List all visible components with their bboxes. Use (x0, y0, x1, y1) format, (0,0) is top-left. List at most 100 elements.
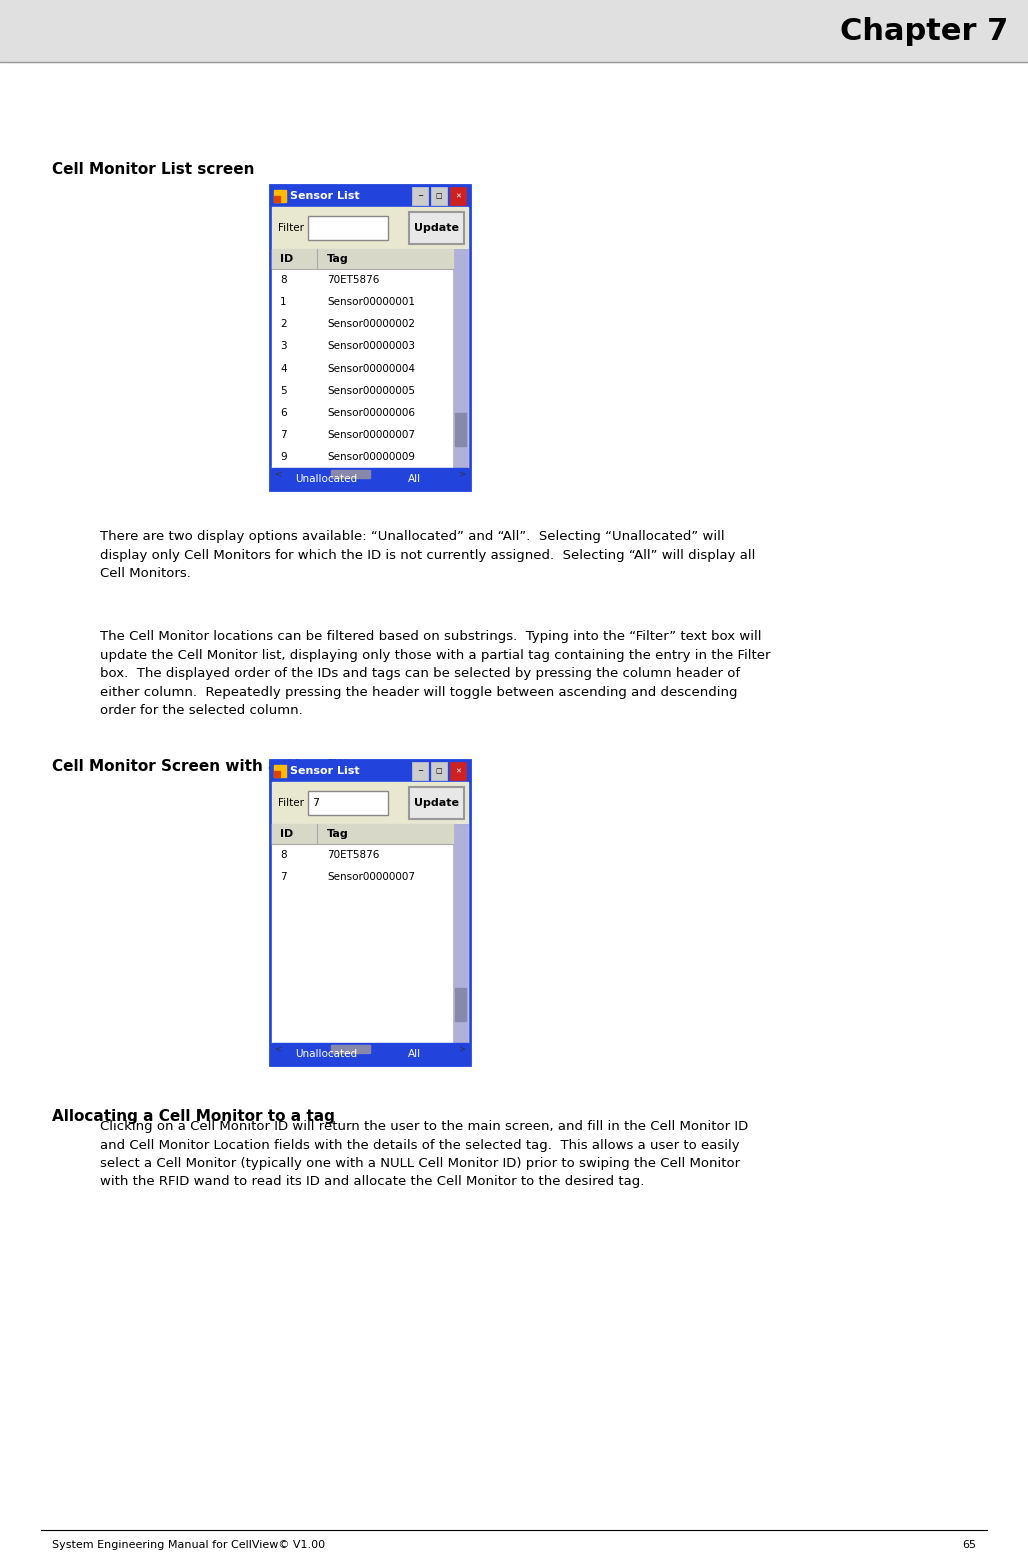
Text: All: All (407, 1049, 420, 1059)
Text: Update: Update (414, 223, 458, 232)
Text: Sensor00000007: Sensor00000007 (327, 430, 415, 440)
Text: ✕: ✕ (455, 769, 461, 773)
Text: Sensor00000006: Sensor00000006 (327, 408, 415, 418)
Text: 8: 8 (280, 850, 287, 861)
Text: Tag: Tag (327, 829, 348, 839)
Text: The Cell Monitor locations can be filtered based on substrings.  Typing into the: The Cell Monitor locations can be filter… (100, 630, 771, 717)
Text: 70ET5876: 70ET5876 (327, 274, 379, 285)
Bar (272, 1043, 468, 1055)
Bar (272, 270, 453, 292)
Text: ─: ─ (417, 193, 423, 200)
Bar (270, 186, 470, 490)
Text: □: □ (436, 193, 442, 200)
Bar (409, 787, 464, 818)
Bar (272, 335, 453, 357)
Bar (272, 446, 453, 468)
Text: ─: ─ (417, 769, 423, 773)
Bar (308, 792, 388, 814)
Text: 3: 3 (280, 341, 287, 351)
Text: 4: 4 (280, 363, 287, 374)
Text: ✕: ✕ (455, 193, 461, 200)
Text: Filter: Filter (278, 223, 304, 232)
Text: Sensor List: Sensor List (290, 192, 360, 201)
Bar (272, 379, 453, 402)
Text: Sensor00000002: Sensor00000002 (327, 320, 415, 329)
Bar (453, 249, 468, 468)
Text: Filter: Filter (278, 798, 304, 808)
Text: ID: ID (280, 829, 293, 839)
Bar (450, 762, 466, 780)
Text: Unallocated: Unallocated (295, 474, 357, 483)
Text: Sensor List: Sensor List (290, 765, 360, 776)
Text: Sensor00000004: Sensor00000004 (327, 363, 415, 374)
Text: Cell Monitor List screen: Cell Monitor List screen (52, 162, 255, 178)
Text: Allocating a Cell Monitor to a tag: Allocating a Cell Monitor to a tag (52, 1108, 335, 1124)
Bar (331, 469, 370, 479)
Text: □: □ (436, 769, 442, 773)
Bar (270, 759, 470, 783)
Text: Update: Update (414, 798, 458, 808)
Text: Sensor00000007: Sensor00000007 (327, 871, 415, 882)
Bar (274, 765, 286, 776)
Text: 7: 7 (280, 871, 287, 882)
Bar (272, 424, 453, 446)
Bar (272, 783, 468, 825)
Text: Unallocated: Unallocated (295, 1049, 357, 1059)
Text: >: > (458, 1045, 466, 1054)
Bar (274, 196, 280, 203)
Bar (270, 186, 470, 207)
Text: 2: 2 (280, 320, 287, 329)
Text: <: < (274, 469, 282, 479)
Bar (270, 759, 470, 1065)
Bar (272, 468, 468, 490)
Text: Tag: Tag (327, 254, 348, 263)
Text: There are two display options available: “Unallocated” and “All”.  Selecting “Un: There are two display options available:… (100, 530, 756, 580)
Text: <: < (274, 1045, 282, 1054)
Bar (272, 313, 453, 335)
Bar (272, 1043, 468, 1065)
Text: 9: 9 (280, 452, 287, 461)
Bar (431, 762, 447, 780)
Bar (412, 762, 428, 780)
Text: 7: 7 (313, 798, 319, 808)
Bar (331, 1045, 370, 1052)
Bar (274, 772, 280, 776)
Text: 6: 6 (280, 408, 287, 418)
Bar (272, 468, 468, 480)
Text: 1: 1 (280, 298, 287, 307)
Text: 65: 65 (962, 1540, 976, 1550)
Bar (272, 249, 453, 270)
Bar (455, 988, 466, 1021)
Text: Sensor00000009: Sensor00000009 (327, 452, 415, 461)
Text: Chapter 7: Chapter 7 (840, 17, 1008, 45)
Text: ID: ID (280, 254, 293, 263)
Bar (431, 187, 447, 204)
Bar (272, 843, 453, 867)
Text: System Engineering Manual for CellView© V1.00: System Engineering Manual for CellView© … (52, 1540, 325, 1550)
Bar (412, 187, 428, 204)
Bar (272, 357, 453, 379)
Text: Sensor00000001: Sensor00000001 (327, 298, 415, 307)
Bar (0, 0, 1028, 62)
Bar (272, 249, 468, 468)
Text: Clicking on a Cell Monitor ID will return the user to the main screen, and fill : Clicking on a Cell Monitor ID will retur… (100, 1119, 748, 1188)
Bar (272, 292, 453, 313)
Bar (272, 825, 468, 1043)
Bar (272, 867, 453, 889)
Text: >: > (458, 469, 466, 479)
Bar (272, 402, 453, 424)
Text: Cell Monitor Screen with active filter: Cell Monitor Screen with active filter (52, 759, 368, 773)
Bar (272, 825, 453, 843)
Bar (409, 212, 464, 243)
Bar (455, 413, 466, 446)
Text: 5: 5 (280, 385, 287, 396)
Text: 70ET5876: 70ET5876 (327, 850, 379, 861)
Text: 8: 8 (280, 274, 287, 285)
Text: 7: 7 (280, 430, 287, 440)
Bar (450, 187, 466, 204)
Text: Sensor00000003: Sensor00000003 (327, 341, 415, 351)
Text: All: All (407, 474, 420, 483)
Bar (274, 190, 286, 203)
Bar (453, 825, 468, 1043)
Bar (308, 217, 388, 240)
